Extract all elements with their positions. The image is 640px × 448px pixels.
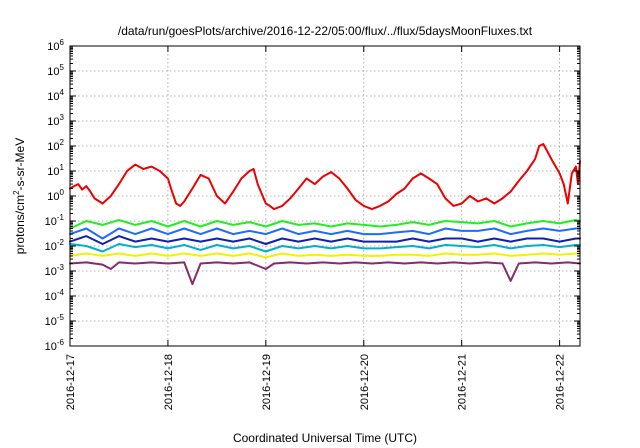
y-axis-title-sup: 2 <box>12 190 21 195</box>
y-tick-base: 10 <box>47 116 59 128</box>
y-tick-label: 10-2 <box>45 238 65 253</box>
series-line-7 <box>69 261 581 286</box>
y-tick-exp: 1 <box>60 163 65 172</box>
y-tick-label: 10-3 <box>45 263 65 278</box>
y-tick-label: 103 <box>47 113 64 128</box>
y-tick-base: 10 <box>45 216 57 228</box>
y-axis-title-rest: -s-sr-MeV <box>13 138 27 191</box>
y-tick-base: 10 <box>45 241 57 253</box>
y-tick-exp: 2 <box>60 138 65 147</box>
y-tick-exp: 5 <box>60 63 65 72</box>
x-axis-title: Coordinated Universal Time (UTC) <box>233 431 417 445</box>
axis-ticks <box>69 45 580 347</box>
chart-title: /data/run/goesPlots/archive/2016-12-22/0… <box>118 24 533 38</box>
y-tick-label: 10-5 <box>45 313 65 328</box>
series-lines <box>69 143 581 286</box>
y-tick-exp: -5 <box>57 313 65 322</box>
x-tick-label: 2016-12-17 <box>65 354 77 410</box>
x-tick-labels: 2016-12-17 2016-12-18 2016-12-19 2016-12-20… <box>65 354 567 410</box>
y-tick-label: 105 <box>47 63 64 78</box>
y-tick-base: 10 <box>47 41 59 53</box>
series-line-2 <box>69 219 581 230</box>
y-tick-exp: -6 <box>57 338 65 347</box>
series-line-1 <box>69 143 581 211</box>
y-tick-label: 10-4 <box>45 288 65 303</box>
x-tick-label: 2016-12-21 <box>457 354 469 410</box>
y-tick-exp: -2 <box>57 238 65 247</box>
y-tick-exp: -3 <box>57 263 65 272</box>
y-tick-exp: 3 <box>60 113 65 122</box>
series-line-4 <box>69 235 581 245</box>
y-tick-labels: 10-610-510-410-310-210-11001011021031041… <box>45 38 65 353</box>
y-tick-label: 10-6 <box>45 338 65 353</box>
y-tick-exp: 4 <box>60 88 65 97</box>
y-tick-base: 10 <box>47 91 59 103</box>
y-tick-base: 10 <box>45 316 57 328</box>
x-tick-label: 2016-12-20 <box>359 354 371 410</box>
y-tick-exp: 6 <box>60 38 65 47</box>
series-line-6 <box>69 252 581 259</box>
y-tick-base: 10 <box>47 166 59 178</box>
y-tick-label: 100 <box>47 188 64 203</box>
y-axis-title: protons/cm2-s-sr-MeV <box>12 138 27 254</box>
y-tick-label: 102 <box>47 138 64 153</box>
y-axis-title-base: protons/cm <box>13 195 27 254</box>
y-tick-exp: -4 <box>57 288 65 297</box>
y-tick-exp: 0 <box>60 188 65 197</box>
x-tick-label: 2016-12-18 <box>163 354 175 410</box>
x-tick-label: 2016-12-22 <box>555 354 567 410</box>
series-line-3 <box>69 227 581 240</box>
y-tick-label: 101 <box>47 163 64 178</box>
series-line-5 <box>69 243 581 253</box>
y-tick-base: 10 <box>47 141 59 153</box>
y-tick-base: 10 <box>45 341 57 353</box>
y-tick-base: 10 <box>47 66 59 78</box>
y-tick-base: 10 <box>45 266 57 278</box>
y-tick-label: 106 <box>47 38 64 53</box>
y-tick-label: 10-1 <box>45 213 65 228</box>
y-tick-base: 10 <box>47 191 59 203</box>
y-tick-exp: -1 <box>57 213 65 222</box>
x-tick-label: 2016-12-19 <box>261 354 273 410</box>
y-tick-base: 10 <box>45 291 57 303</box>
y-tick-label: 104 <box>47 88 64 103</box>
grid <box>69 46 580 346</box>
